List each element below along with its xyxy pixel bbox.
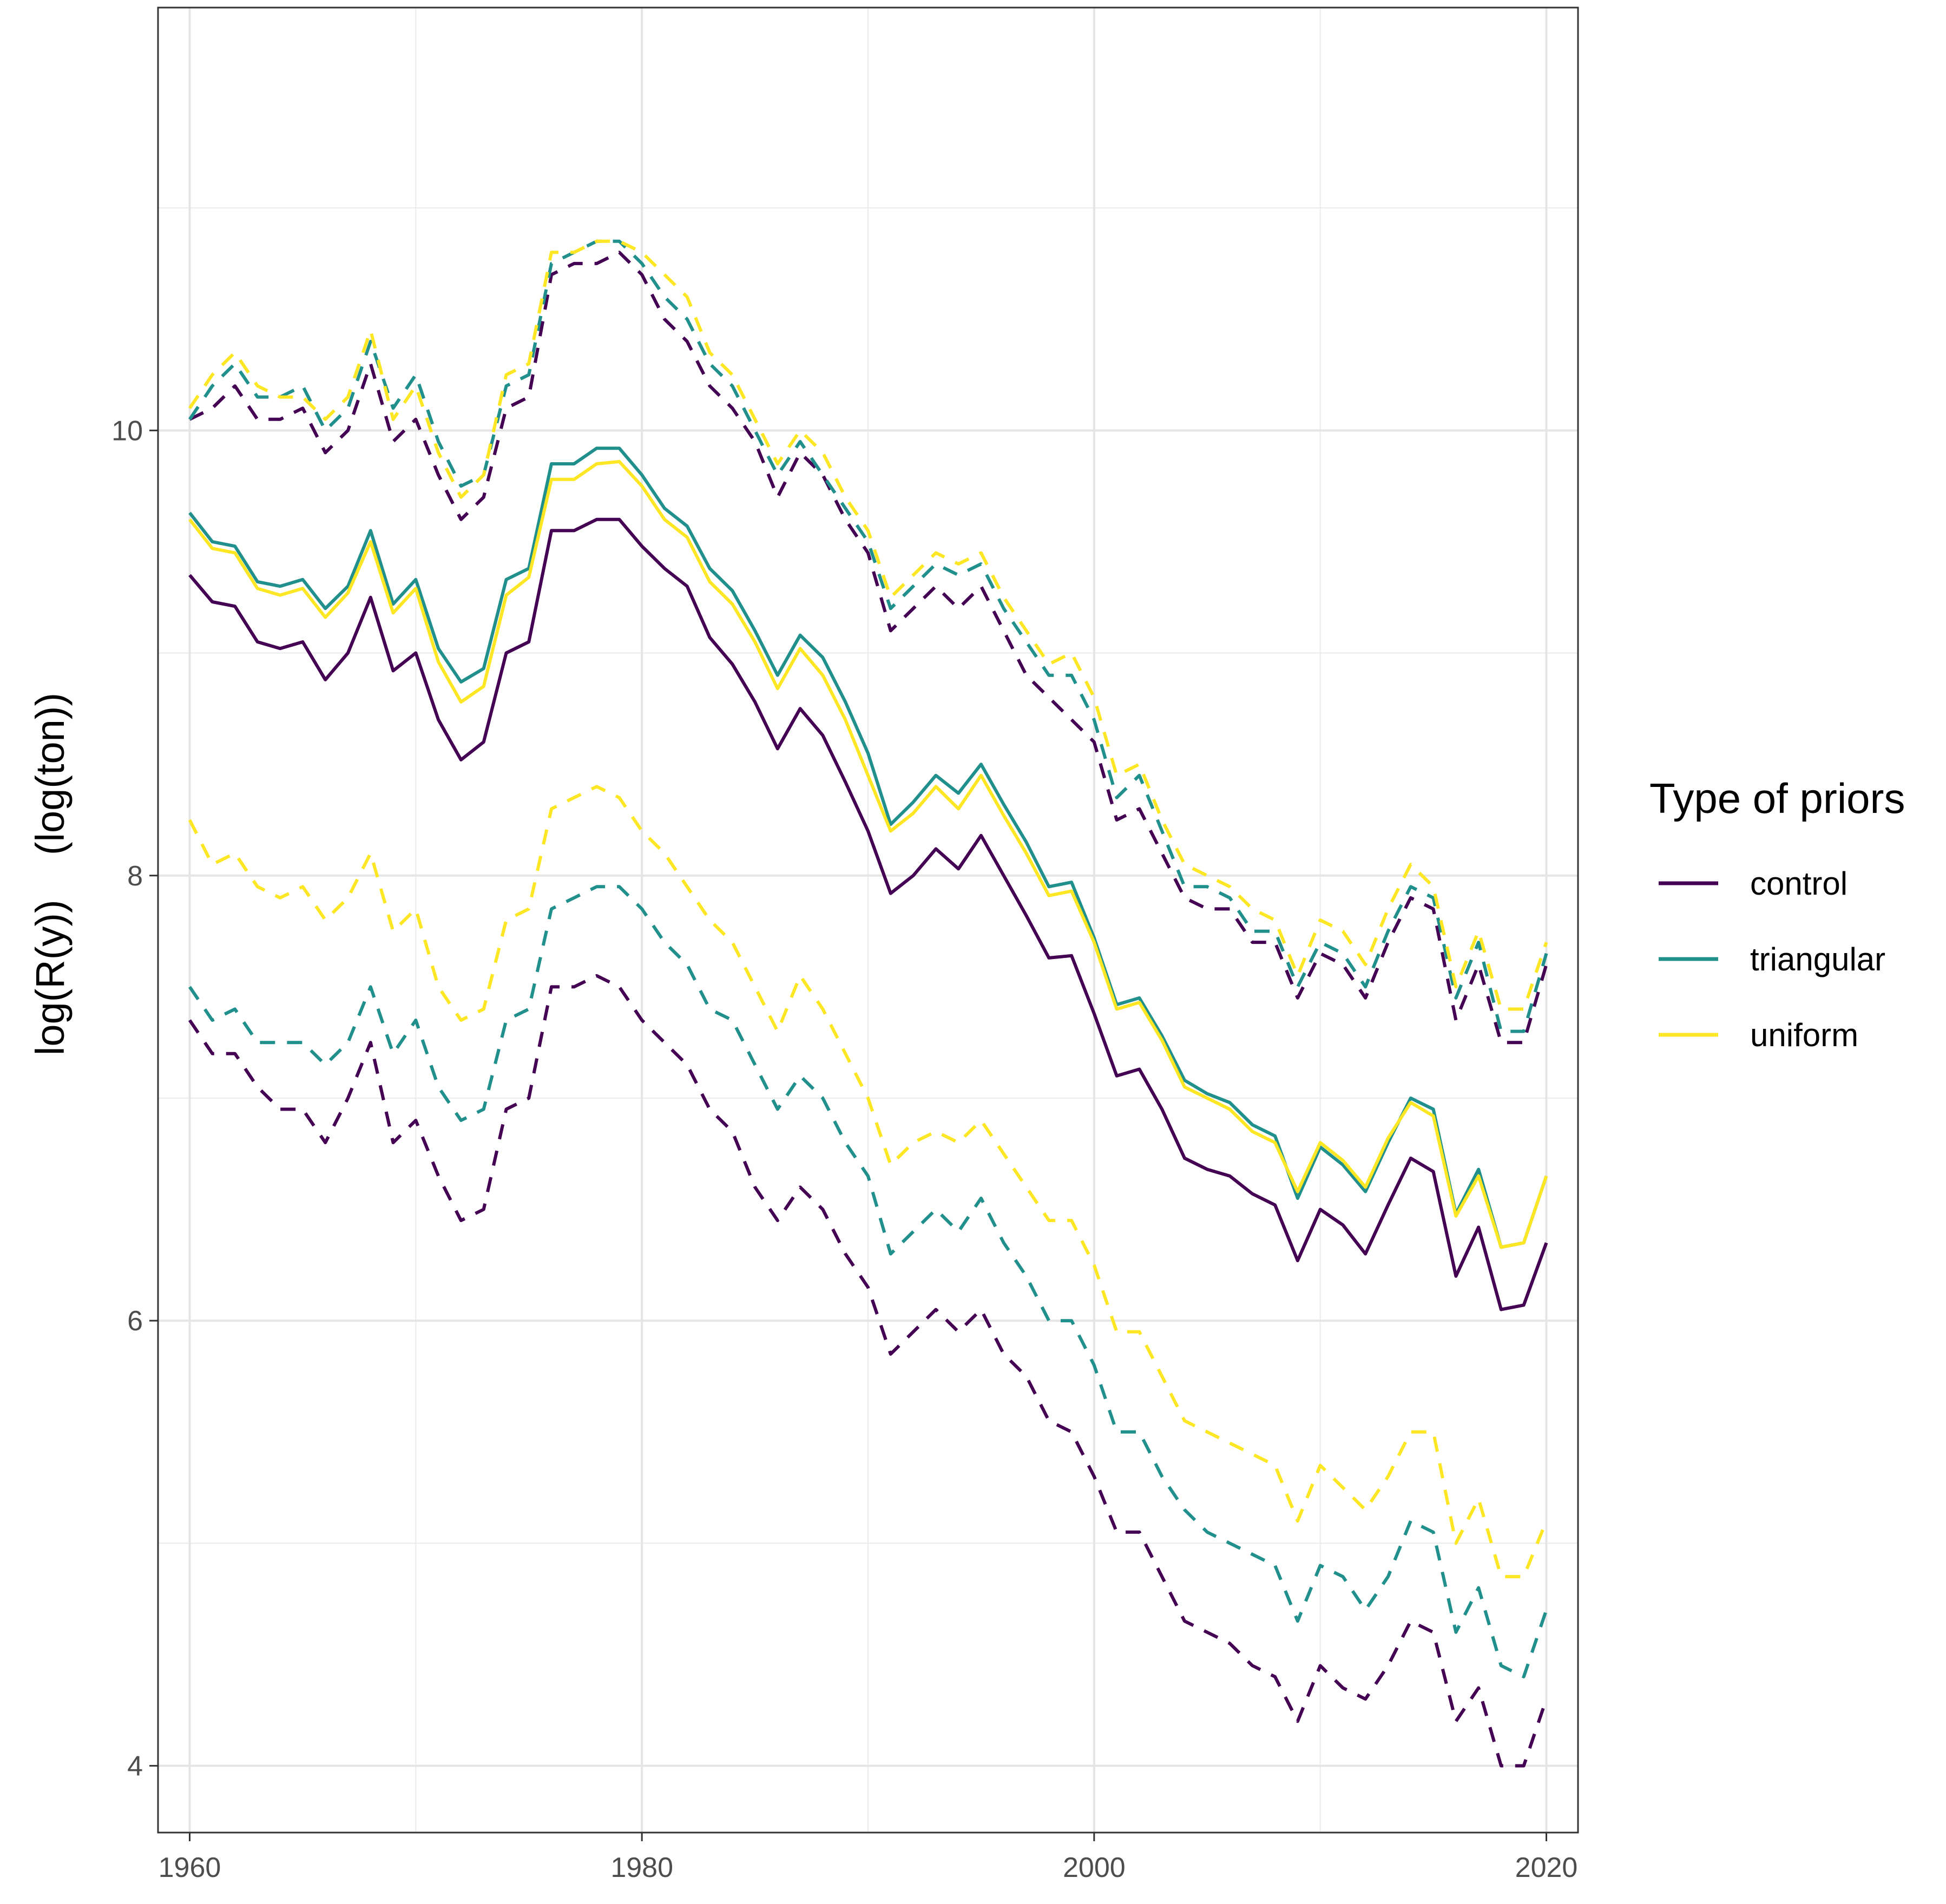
x-tick-label: 2000 [1063,1852,1126,1883]
plot-panel-border [157,6,1579,1834]
major-gridlines [158,8,1578,1833]
y-tick-label: 4 [127,1751,143,1782]
legend: Type of priors control triangular uniform [1649,774,1905,1053]
legend-title: Type of priors [1649,774,1905,822]
series-lines [188,239,1548,1768]
x-tick-label: 1960 [159,1852,221,1883]
legend-label-triangular: triangular [1750,941,1885,977]
legend-label-uniform: uniform [1750,1017,1858,1053]
series-line-control-dashed [188,974,1548,1768]
legend-label-control: control [1750,865,1848,902]
series-line-uniform-solid [188,459,1548,1249]
series-line-uniform-dashed [188,239,1548,1011]
y-tick-label: 8 [127,861,143,892]
series-line-triangular-solid [188,447,1548,1249]
x-axis: 1960 1980 2000 2020 [159,1833,1578,1883]
series-line-control-solid [188,517,1548,1311]
y-tick-label: 10 [111,415,143,447]
y-tick-label: 6 [127,1305,143,1337]
series-line-uniform-dashed [188,785,1548,1579]
y-axis-title: log(R(y)) (log(ton)) [28,693,73,1055]
series-line-control-dashed [189,251,1548,1045]
legend-entries: control triangular uniform [1659,865,1885,1053]
x-tick-label: 1980 [610,1852,673,1883]
x-tick-label: 2020 [1515,1852,1578,1883]
series-line-triangular-dashed [188,885,1548,1679]
y-axis: 4 6 8 10 [111,415,158,1782]
